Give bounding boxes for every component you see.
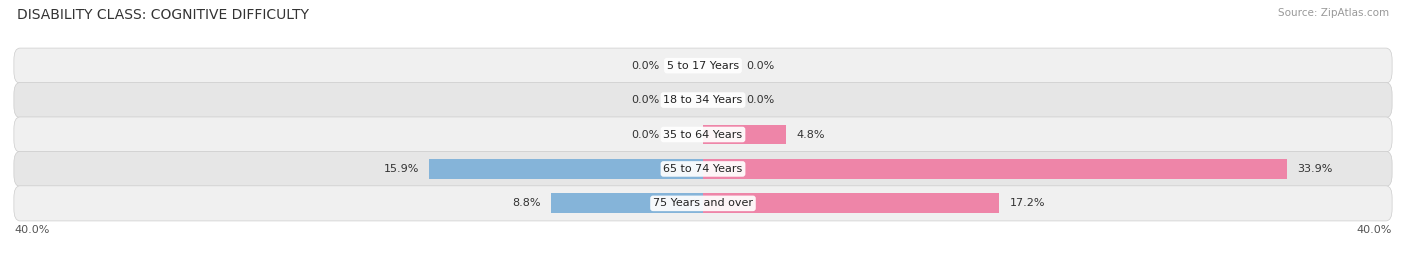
Text: Source: ZipAtlas.com: Source: ZipAtlas.com	[1278, 8, 1389, 18]
Text: 40.0%: 40.0%	[14, 225, 49, 235]
Text: DISABILITY CLASS: COGNITIVE DIFFICULTY: DISABILITY CLASS: COGNITIVE DIFFICULTY	[17, 8, 309, 22]
Text: 18 to 34 Years: 18 to 34 Years	[664, 95, 742, 105]
Text: 0.0%: 0.0%	[631, 95, 659, 105]
Bar	[703, 125, 786, 144]
Text: 35 to 64 Years: 35 to 64 Years	[664, 129, 742, 140]
FancyBboxPatch shape	[14, 83, 1392, 118]
Text: 8.8%: 8.8%	[513, 198, 541, 208]
FancyBboxPatch shape	[14, 151, 1392, 186]
Text: 17.2%: 17.2%	[1010, 198, 1045, 208]
Legend: Male, Female: Male, Female	[640, 268, 766, 269]
Text: 15.9%: 15.9%	[384, 164, 419, 174]
Text: 33.9%: 33.9%	[1298, 164, 1333, 174]
Bar	[551, 193, 703, 213]
Text: 4.8%: 4.8%	[796, 129, 824, 140]
Text: 65 to 74 Years: 65 to 74 Years	[664, 164, 742, 174]
Text: 5 to 17 Years: 5 to 17 Years	[666, 61, 740, 71]
FancyBboxPatch shape	[14, 48, 1392, 83]
Bar	[429, 159, 703, 179]
Bar	[703, 193, 1000, 213]
Text: 0.0%: 0.0%	[747, 95, 775, 105]
FancyBboxPatch shape	[14, 186, 1392, 221]
FancyBboxPatch shape	[14, 117, 1392, 152]
Text: 0.0%: 0.0%	[631, 129, 659, 140]
Text: 0.0%: 0.0%	[747, 61, 775, 71]
Text: 40.0%: 40.0%	[1357, 225, 1392, 235]
Bar	[703, 159, 1286, 179]
Text: 0.0%: 0.0%	[631, 61, 659, 71]
Text: 75 Years and over: 75 Years and over	[652, 198, 754, 208]
